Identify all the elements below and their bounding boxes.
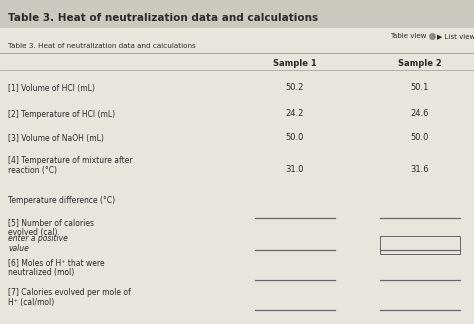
Text: Table 3. Heat of neutralization data and calculations: Table 3. Heat of neutralization data and… [8,13,318,23]
Text: enter a positive
value: enter a positive value [8,234,68,253]
Text: [6] Moles of H⁺ that were
neutralized (mol): [6] Moles of H⁺ that were neutralized (m… [8,258,105,277]
Text: 24.2: 24.2 [286,110,304,119]
Bar [0,0,474,28]
Text: Sample 1: Sample 1 [273,59,317,67]
Text: [3] Volume of NaOH (mL): [3] Volume of NaOH (mL) [8,134,104,143]
Text: [7] Calories evolved per mole of
H⁺ (cal/mol): [7] Calories evolved per mole of H⁺ (cal… [8,288,131,307]
Text: 31.6: 31.6 [410,166,429,175]
Bar [380,236,460,254]
Text: Sample 2: Sample 2 [398,59,442,67]
Text: 50.0: 50.0 [411,133,429,143]
Text: 50.2: 50.2 [286,84,304,92]
Text: [5] Number of calories
evolved (cal): [5] Number of calories evolved (cal) [8,218,94,237]
Text: 50.0: 50.0 [286,133,304,143]
Text: 50.1: 50.1 [411,84,429,92]
Text: ▶ List view: ▶ List view [437,33,474,39]
Text: Table view: Table view [390,33,427,39]
Text: 24.6: 24.6 [411,110,429,119]
Text: [4] Temperature of mixture after
reaction (°C): [4] Temperature of mixture after reactio… [8,156,133,175]
Text: Temperature difference (°C): Temperature difference (°C) [8,196,115,205]
Text: Table 3. Heat of neutralization data and calculations: Table 3. Heat of neutralization data and… [8,43,196,49]
Text: [2] Temperature of HCl (mL): [2] Temperature of HCl (mL) [8,110,115,119]
Text: [1] Volume of HCl (mL): [1] Volume of HCl (mL) [8,84,95,93]
Text: 31.0: 31.0 [286,166,304,175]
